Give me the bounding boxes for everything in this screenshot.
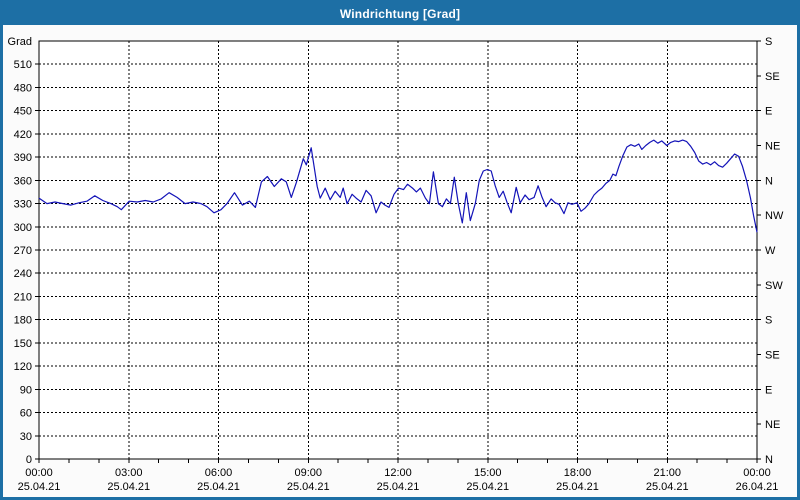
svg-text:NW: NW <box>765 210 784 222</box>
svg-text:30: 30 <box>20 431 32 443</box>
svg-text:00:00: 00:00 <box>743 467 771 479</box>
svg-text:S: S <box>765 36 772 48</box>
svg-text:NE: NE <box>765 419 780 431</box>
x-axis-minor-ticks <box>38 459 758 463</box>
svg-text:15:00: 15:00 <box>474 467 502 479</box>
svg-text:300: 300 <box>14 222 32 234</box>
svg-text:00:00: 00:00 <box>25 467 53 479</box>
svg-text:03:00: 03:00 <box>115 467 143 479</box>
svg-text:25.04.21: 25.04.21 <box>556 481 599 493</box>
svg-text:SW: SW <box>765 280 783 292</box>
svg-text:SE: SE <box>765 350 780 362</box>
y-axis-right-labels: N NE E SE S SW W NW N NE E SE S <box>757 36 784 466</box>
svg-text:25.04.21: 25.04.21 <box>466 481 509 493</box>
svg-text:450: 450 <box>14 106 32 118</box>
chart-area: 0 30 60 90 120 150 180 210 240 270 300 330 360 390 420… <box>3 25 797 497</box>
svg-text:120: 120 <box>14 361 32 373</box>
svg-text:25.04.21: 25.04.21 <box>377 481 420 493</box>
svg-text:E: E <box>765 106 772 118</box>
svg-text:360: 360 <box>14 175 32 187</box>
y-axis-unit: Grad <box>8 36 32 48</box>
svg-text:210: 210 <box>14 291 32 303</box>
svg-text:480: 480 <box>14 82 32 94</box>
svg-text:25.04.21: 25.04.21 <box>107 481 150 493</box>
svg-text:N: N <box>765 175 773 187</box>
svg-text:25.04.21: 25.04.21 <box>197 481 240 493</box>
svg-text:0: 0 <box>26 454 32 466</box>
svg-text:180: 180 <box>14 315 32 327</box>
svg-text:NE: NE <box>765 141 780 153</box>
svg-text:E: E <box>765 384 772 396</box>
y-axis-left-labels: 0 30 60 90 120 150 180 210 240 270 300 330 360 390 420… <box>8 36 39 466</box>
svg-text:150: 150 <box>14 338 32 350</box>
svg-text:W: W <box>765 245 776 257</box>
svg-text:21:00: 21:00 <box>653 467 681 479</box>
wind-direction-chart: 0 30 60 90 120 150 180 210 240 270 300 330 360 390 420… <box>8 36 784 493</box>
svg-text:420: 420 <box>14 129 32 141</box>
svg-text:26.04.21: 26.04.21 <box>736 481 779 493</box>
svg-text:25.04.21: 25.04.21 <box>646 481 689 493</box>
svg-text:09:00: 09:00 <box>294 467 322 479</box>
svg-text:510: 510 <box>14 59 32 71</box>
svg-text:SE: SE <box>765 71 780 83</box>
svg-text:240: 240 <box>14 268 32 280</box>
svg-text:60: 60 <box>20 408 32 420</box>
svg-text:330: 330 <box>14 199 32 211</box>
svg-text:390: 390 <box>14 152 32 164</box>
x-axis-labels: 00:00 25.04.21 03:00 25.04.21 06:00 25.04.21 0… <box>18 467 779 493</box>
svg-text:N: N <box>765 454 773 466</box>
x-gridlines <box>128 41 668 459</box>
svg-text:25.04.21: 25.04.21 <box>287 481 330 493</box>
window-titlebar: Windrichtung [Grad] <box>3 3 797 25</box>
window-title: Windrichtung [Grad] <box>339 7 461 21</box>
svg-text:25.04.21: 25.04.21 <box>18 481 61 493</box>
svg-text:90: 90 <box>20 384 32 396</box>
svg-text:18:00: 18:00 <box>564 467 592 479</box>
svg-text:06:00: 06:00 <box>205 467 233 479</box>
svg-text:S: S <box>765 315 772 327</box>
svg-text:12:00: 12:00 <box>384 467 412 479</box>
wind-direction-line <box>38 139 758 233</box>
svg-text:270: 270 <box>14 245 32 257</box>
